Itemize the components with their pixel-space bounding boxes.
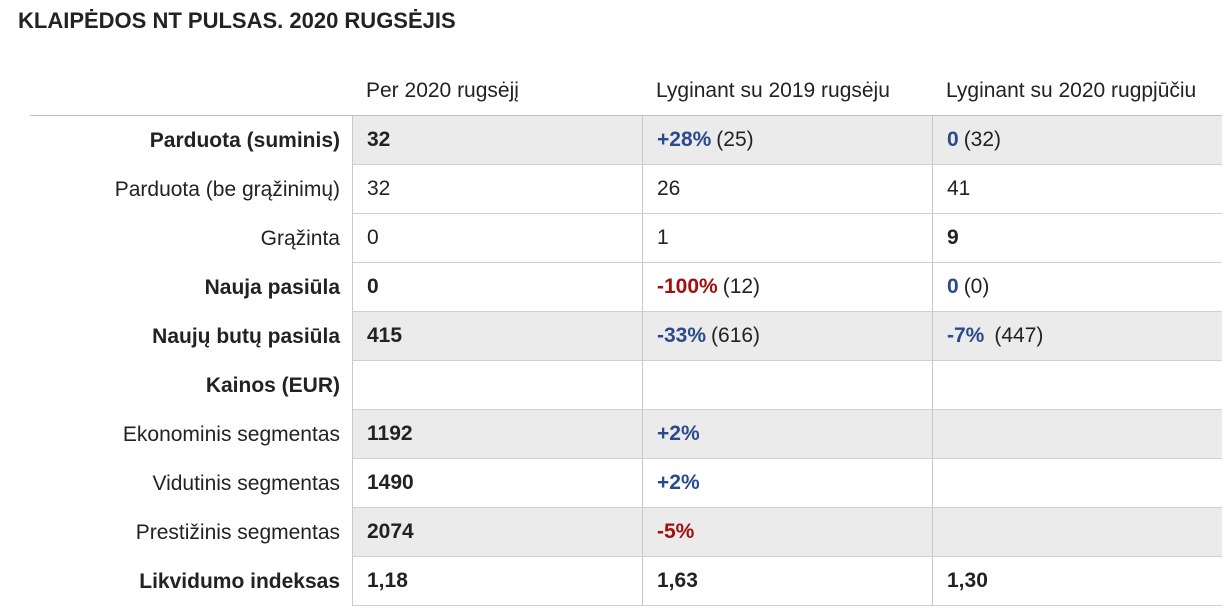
cell-month-compare [932,459,1222,508]
previous-value: (12) [722,275,761,298]
cell-current: 415 [352,312,642,361]
cell-year-compare: +28% (25) [642,116,932,165]
row-label: Likvidumo indeksas [139,569,340,593]
header-col-current: Per 2020 rugsėjį [366,78,519,102]
row-label: Naujų butų pasiūla [152,324,340,348]
table-row-sold-total: Parduota (suminis) 32 +28% (25) 0 (32) [30,116,1222,165]
row-label: Ekonominis segmentas [122,422,340,446]
change-value: -7% [947,324,985,347]
change-value: 0 [947,128,959,151]
table-row-liquidity-index: Likvidumo indeksas 1,18 1,63 1,30 [30,557,1222,606]
cell-month-compare [932,361,1222,410]
previous-value: (447) [994,324,1044,347]
row-label: Parduota (suminis) [149,128,340,152]
change-value: -100% [657,275,718,298]
table-row-economy-segment: Ekonominis segmentas 1192 +2% [30,410,1222,459]
previous-value: (0) [963,275,990,298]
row-label: Prestižinis segmentas [135,520,340,544]
header-col-year-compare: Lyginant su 2019 rugsėju [656,78,890,102]
row-label: Nauja pasiūla [204,275,340,299]
table-row-prices-heading: Kainos (EUR) [30,361,1222,410]
cell-month-compare: 1,30 [932,557,1222,606]
row-label: Kainos (EUR) [205,373,340,397]
cell-month-compare: 0 (32) [932,116,1222,165]
table-row-returned: Grąžinta 0 1 9 [30,214,1222,263]
cell-month-compare: 0 (0) [932,263,1222,312]
cell-year-compare: -33% (616) [642,312,932,361]
cell-current: 32 [352,165,642,214]
cell-year-compare [642,361,932,410]
row-label: Parduota (be grąžinimų) [114,177,340,201]
previous-value: (25) [716,128,754,151]
cell-year-compare: -5% [642,508,932,557]
cell-year-compare: +2% [642,459,932,508]
cell-year-compare: 1,63 [642,557,932,606]
cell-month-compare: -7% (447) [932,312,1222,361]
previous-value: (32) [963,128,1002,151]
cell-current: 32 [352,116,642,165]
cell-current: 2074 [352,508,642,557]
cell-year-compare: 26 [642,165,932,214]
change-value: +28% [657,128,712,151]
page-title: KLAIPĖDOS NT PULSAS. 2020 RUGSĖJIS [18,8,456,33]
table-row-middle-segment: Vidutinis segmentas 1490 +2% [30,459,1222,508]
cell-month-compare: 9 [932,214,1222,263]
cell-current: 0 [352,214,642,263]
cell-month-compare [932,508,1222,557]
cell-current: 1,18 [352,557,642,606]
stats-table: Per 2020 rugsėjį Lyginant su 2019 rugsėj… [30,66,1222,606]
row-label: Vidutinis segmentas [152,471,340,495]
cell-current [352,361,642,410]
cell-year-compare: -100% (12) [642,263,932,312]
header-col-month-compare: Lyginant su 2020 rugpjūčiu [946,78,1197,102]
change-value: -33% [657,324,707,347]
table-header-row: Per 2020 rugsėjį Lyginant su 2019 rugsėj… [30,66,1222,116]
table-row-sold-net: Parduota (be grąžinimų) 32 26 41 [30,165,1222,214]
previous-value: (616) [711,324,761,347]
cell-current: 1192 [352,410,642,459]
header-empty [30,66,352,115]
cell-current: 1490 [352,459,642,508]
row-label: Grąžinta [260,226,340,250]
cell-year-compare: 1 [642,214,932,263]
table-row-new-apartments: Naujų butų pasiūla 415 -33% (616) -7% (447… [30,312,1222,361]
cell-current: 0 [352,263,642,312]
cell-month-compare [932,410,1222,459]
table-row-premium-segment: Prestižinis segmentas 2074 -5% [30,508,1222,557]
cell-month-compare: 41 [932,165,1222,214]
table-row-new-supply: Nauja pasiūla 0 -100% (12) 0 (0) [30,263,1222,312]
cell-year-compare: +2% [642,410,932,459]
change-value: 0 [947,275,959,298]
